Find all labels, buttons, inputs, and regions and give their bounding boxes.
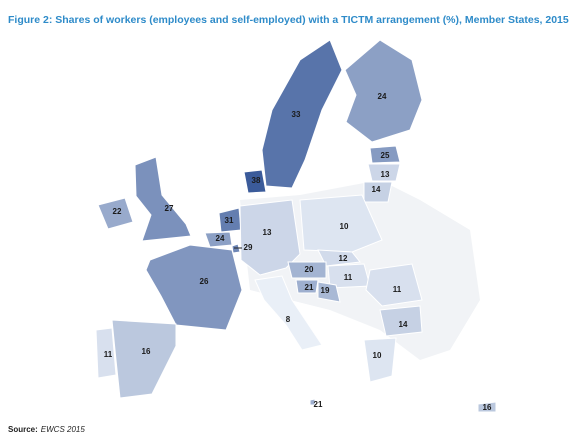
region <box>243 169 267 194</box>
region <box>477 401 497 413</box>
source-label: Source: <box>8 425 38 434</box>
value-label: 10 <box>373 351 382 360</box>
value-label: 26 <box>200 277 209 286</box>
region <box>309 398 316 406</box>
value-label: 22 <box>113 207 122 216</box>
region <box>204 231 233 248</box>
region <box>239 199 301 276</box>
value-label: 14 <box>399 320 408 329</box>
value-label: 13 <box>381 170 390 179</box>
value-label: 19 <box>321 286 330 295</box>
region <box>363 181 393 203</box>
value-label: 27 <box>165 204 174 213</box>
value-label: 24 <box>378 92 387 101</box>
region <box>299 194 383 253</box>
region <box>287 261 327 279</box>
region <box>367 163 401 182</box>
value-label: 24 <box>216 234 225 243</box>
region <box>369 145 401 164</box>
value-label: 21 <box>314 400 323 409</box>
value-label: 8 <box>286 315 291 324</box>
value-label: 11 <box>104 350 113 359</box>
value-label: 25 <box>381 151 390 160</box>
value-label: 14 <box>372 185 381 194</box>
region <box>317 281 341 303</box>
value-label: 16 <box>483 403 492 412</box>
source-text: EWCS 2015 <box>41 425 86 434</box>
region <box>97 197 134 230</box>
map-title: Figure 2: Shares of workers (employees a… <box>8 14 569 26</box>
value-label: 11 <box>393 285 402 294</box>
region <box>379 305 423 337</box>
regions <box>95 39 497 413</box>
region <box>134 156 192 242</box>
source: Source: EWCS 2015 <box>8 425 85 434</box>
value-label: 21 <box>305 283 314 292</box>
region <box>317 249 361 267</box>
region <box>295 279 319 294</box>
value-label: 29 <box>244 243 253 252</box>
region <box>363 337 397 383</box>
value-label: 20 <box>305 265 314 274</box>
region <box>111 319 177 399</box>
region <box>95 327 117 379</box>
value-label: 12 <box>339 254 348 263</box>
region <box>254 275 323 351</box>
value-label: 16 <box>142 347 151 356</box>
region <box>365 263 423 307</box>
region <box>261 39 343 189</box>
value-label: 33 <box>292 110 301 119</box>
value-label: 31 <box>225 216 234 225</box>
value-label: 38 <box>252 176 261 185</box>
region <box>145 244 243 331</box>
value-label: 10 <box>340 222 349 231</box>
region <box>344 39 423 143</box>
value-label: 11 <box>344 273 353 282</box>
value-label: 13 <box>263 228 272 237</box>
